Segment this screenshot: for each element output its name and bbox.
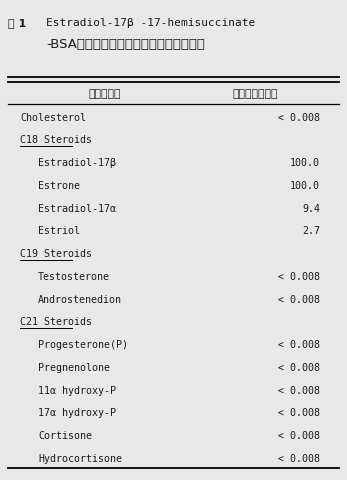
Text: < 0.008: < 0.008 <box>278 339 320 349</box>
Text: < 0.008: < 0.008 <box>278 271 320 281</box>
Text: < 0.008: < 0.008 <box>278 112 320 122</box>
Text: Androstenedion: Androstenedion <box>38 294 122 304</box>
Text: 17α hydroxy-P: 17α hydroxy-P <box>38 408 116 418</box>
Text: Cortisone: Cortisone <box>38 430 92 440</box>
Text: 100.0: 100.0 <box>290 158 320 168</box>
Text: ステロイド: ステロイド <box>89 89 121 99</box>
Text: Estradiol-17β -17-hemisuccinate: Estradiol-17β -17-hemisuccinate <box>46 18 255 28</box>
Text: C19 Steroids: C19 Steroids <box>20 249 92 258</box>
Text: Pregnenolone: Pregnenolone <box>38 362 110 372</box>
Text: < 0.008: < 0.008 <box>278 408 320 418</box>
Text: Estriol: Estriol <box>38 226 80 236</box>
Text: 11α hydroxy-P: 11α hydroxy-P <box>38 384 116 395</box>
Text: -BSAと性ステロイドホルモンと交叉反応: -BSAと性ステロイドホルモンと交叉反応 <box>46 38 205 51</box>
Text: < 0.008: < 0.008 <box>278 362 320 372</box>
Text: < 0.008: < 0.008 <box>278 384 320 395</box>
Text: Progesterone(P): Progesterone(P) <box>38 339 128 349</box>
Text: C18 Steroids: C18 Steroids <box>20 135 92 145</box>
Text: Estradiol-17β: Estradiol-17β <box>38 158 116 168</box>
Text: Estradiol-17α: Estradiol-17α <box>38 203 116 213</box>
Text: < 0.008: < 0.008 <box>278 294 320 304</box>
Text: 9.4: 9.4 <box>302 203 320 213</box>
Text: Testosterone: Testosterone <box>38 271 110 281</box>
Text: 交叉反応（％）: 交叉反応（％） <box>232 89 278 99</box>
Text: < 0.008: < 0.008 <box>278 453 320 463</box>
Text: 表 1: 表 1 <box>8 18 26 28</box>
Text: C21 Steroids: C21 Steroids <box>20 317 92 326</box>
Text: < 0.008: < 0.008 <box>278 430 320 440</box>
Text: 2.7: 2.7 <box>302 226 320 236</box>
Text: 100.0: 100.0 <box>290 180 320 191</box>
Text: Hydrocortisone: Hydrocortisone <box>38 453 122 463</box>
Text: Cholesterol: Cholesterol <box>20 112 86 122</box>
Text: Estrone: Estrone <box>38 180 80 191</box>
